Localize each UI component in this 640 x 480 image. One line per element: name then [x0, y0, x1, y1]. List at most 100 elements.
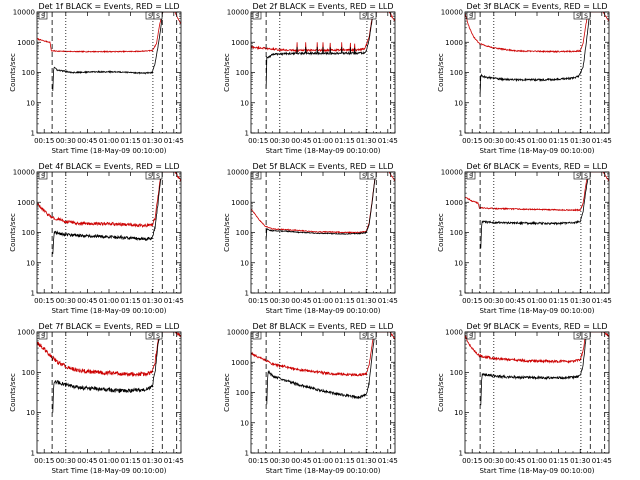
x-tick-label: 01:30	[356, 457, 376, 465]
y-tick-label: 1000	[445, 39, 463, 47]
x-tick-label: 01:30	[142, 137, 162, 145]
y-tick-label: 1000	[17, 39, 35, 47]
y-axis-label: Counts/sec	[437, 53, 445, 92]
y-tick-label: 1000	[231, 359, 249, 367]
y-tick-label: 100	[236, 69, 249, 77]
x-tick-label: 01:30	[570, 457, 590, 465]
y-tick-label: 1000	[17, 329, 35, 337]
legend-marker-label: S	[584, 333, 588, 340]
x-tick-label: 01:00	[527, 457, 547, 465]
x-tick-label: 01:00	[99, 297, 119, 305]
y-tick-label: 10	[454, 409, 463, 417]
x-tick-label: 01:45	[592, 297, 612, 305]
x-tick-label: 00:30	[484, 297, 504, 305]
legend-marker-label: S	[362, 173, 366, 180]
x-tick-label: 00:30	[270, 457, 290, 465]
legend-marker-label: S	[370, 173, 374, 180]
x-tick-label: 01:45	[378, 457, 398, 465]
y-tick-label: 10	[454, 259, 463, 267]
x-tick-label: 00:15	[462, 457, 482, 465]
y-tick-label: 10000	[441, 169, 463, 177]
x-tick-label: 00:45	[505, 457, 525, 465]
legend-marker-label: S	[576, 13, 580, 20]
y-tick-label: 1	[459, 290, 463, 298]
legend-marker-label: S	[41, 333, 45, 340]
x-tick-label: 01:30	[142, 297, 162, 305]
x-tick-label: 00:45	[77, 457, 97, 465]
x-axis-label: Start Time (18-May-09 00:10:00)	[265, 147, 380, 155]
series-line-events	[52, 172, 163, 255]
y-tick-label: 1000	[17, 199, 35, 207]
x-tick-label: 00:15	[34, 297, 54, 305]
plot-area	[37, 12, 181, 133]
x-tick-label: 01:45	[592, 137, 612, 145]
legend-marker-label: S	[584, 13, 588, 20]
legend-marker-label: S	[148, 13, 152, 20]
x-tick-label: 01:00	[527, 137, 547, 145]
y-tick-label: 100	[22, 229, 35, 237]
plot-frame	[36, 331, 182, 454]
y-axis-label: Counts/sec	[9, 213, 17, 252]
legend-marker-label: S	[255, 13, 259, 20]
x-tick-label: 00:15	[248, 297, 268, 305]
y-axis-label: Counts/sec	[223, 213, 231, 252]
legend-marker-label: S	[156, 333, 160, 340]
y-tick-label: 1	[31, 290, 35, 298]
y-axis-label: Counts/sec	[9, 373, 17, 412]
x-tick-label: 01:00	[313, 297, 333, 305]
x-tick-label: 01:45	[378, 297, 398, 305]
legend-marker-label: S	[41, 173, 45, 180]
x-tick-label: 00:30	[484, 457, 504, 465]
legend-marker-label: S	[576, 173, 580, 180]
plot-area	[37, 172, 181, 293]
legend-marker-label: S	[41, 13, 45, 20]
y-tick-label: 10	[26, 259, 35, 267]
x-tick-label: 01:15	[549, 297, 569, 305]
x-tick-label: 00:30	[484, 137, 504, 145]
x-tick-label: 01:15	[121, 457, 141, 465]
legend-marker-label: S	[469, 13, 473, 20]
panel-title: Det 9f BLACK = Events, RED = LLD	[466, 322, 607, 331]
y-tick-label: 10000	[441, 9, 463, 17]
y-tick-label: 10000	[13, 169, 35, 177]
plot-area	[465, 332, 609, 453]
x-tick-label: 00:30	[56, 137, 76, 145]
x-tick-label: 01:30	[356, 297, 376, 305]
panel-title: Det 5f BLACK = Events, RED = LLD	[252, 162, 393, 171]
series-line-lld	[465, 172, 609, 212]
x-tick-label: 01:45	[164, 297, 184, 305]
y-tick-label: 1000	[231, 199, 249, 207]
series-line-lld	[37, 332, 181, 378]
panel-title: Det 4f BLACK = Events, RED = LLD	[38, 162, 179, 171]
x-axis-label: Start Time (18-May-09 00:10:00)	[265, 307, 380, 315]
x-axis-label: Start Time (18-May-09 00:10:00)	[479, 467, 594, 475]
x-tick-label: 01:30	[570, 137, 590, 145]
series-line-events	[479, 12, 591, 94]
series-line-events	[480, 332, 589, 406]
x-tick-label: 00:45	[291, 137, 311, 145]
y-axis-label: Counts/sec	[437, 213, 445, 252]
x-tick-label: 00:45	[291, 457, 311, 465]
series-line-events	[266, 332, 377, 405]
y-tick-label: 1000	[445, 329, 463, 337]
series-line-events	[52, 12, 164, 92]
y-tick-label: 10	[240, 99, 249, 107]
y-tick-label: 1	[245, 130, 249, 138]
x-tick-label: 01:45	[164, 457, 184, 465]
plot-area	[465, 172, 609, 293]
panel-title: Det 6f BLACK = Events, RED = LLD	[466, 162, 607, 171]
y-tick-label: 10000	[13, 9, 35, 17]
plot-frame	[250, 11, 396, 134]
x-tick-label: 01:30	[142, 457, 162, 465]
y-tick-label: 10	[26, 99, 35, 107]
x-tick-label: 00:15	[34, 137, 54, 145]
x-tick-label: 01:15	[121, 297, 141, 305]
legend-marker-label: S	[469, 333, 473, 340]
x-axis-label: Start Time (18-May-09 00:10:00)	[51, 467, 166, 475]
